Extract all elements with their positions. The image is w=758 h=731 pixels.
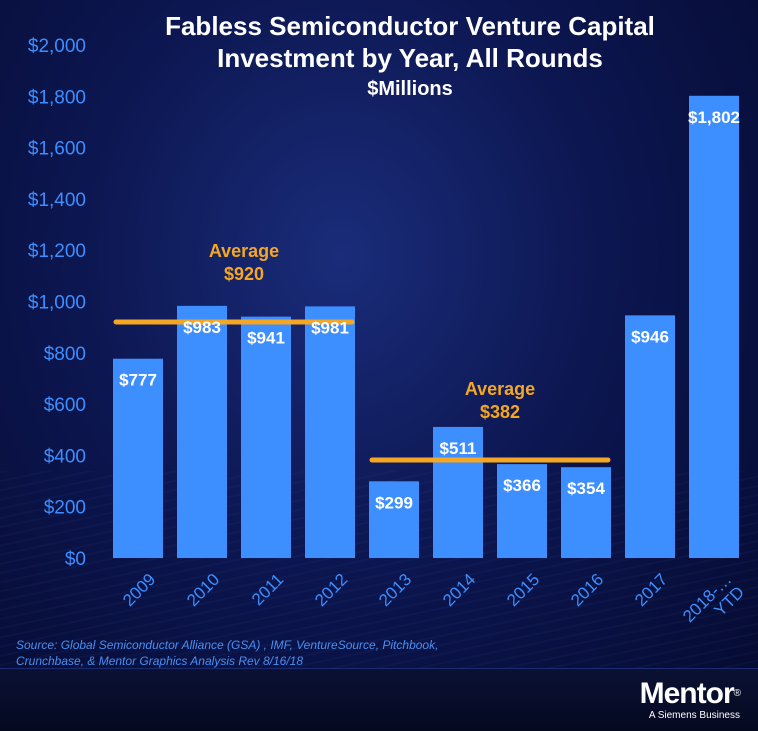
x-tick-label-part: 2010 (183, 570, 223, 610)
bar (177, 305, 227, 558)
bar (241, 316, 291, 558)
x-tick-label: 2010 (183, 570, 223, 610)
chart-subtitle: $Millions (367, 78, 453, 100)
y-tick-label: $1,000 (28, 293, 86, 314)
y-tick-label: $1,400 (28, 190, 86, 211)
bar (369, 481, 419, 558)
average-value-label: $920 (224, 264, 264, 284)
y-tick-label: $200 (44, 498, 86, 519)
bar-data-label: $981 (311, 318, 349, 337)
average-label: Average (209, 241, 279, 261)
bar (497, 464, 547, 558)
x-tick-label: 2012 (311, 570, 351, 610)
footer-band (0, 668, 758, 731)
y-tick-label: $1,600 (28, 139, 86, 160)
x-tick-label-part: 2012 (311, 570, 351, 610)
x-tick-label-part: 2009 (119, 570, 159, 610)
bar (113, 358, 163, 558)
x-tick-label-part: 2017 (631, 570, 671, 610)
y-tick-label: $800 (44, 344, 86, 365)
y-tick-label: $1,800 (28, 87, 86, 108)
x-tick-label: 2018-…YTD (679, 570, 748, 639)
average-value-label: $382 (480, 402, 520, 422)
y-tick-label: $2,000 (28, 36, 86, 57)
chart-title-line-1: Fabless Semiconductor Venture Capital (165, 11, 655, 41)
y-tick-label: $400 (44, 446, 86, 467)
bar-data-label: $777 (119, 371, 157, 390)
x-tick-label: 2011 (248, 570, 287, 609)
bar (625, 315, 675, 558)
x-tick-label-part: 2013 (375, 570, 415, 610)
bar (561, 467, 611, 558)
x-tick-label-part: 2011 (248, 570, 287, 609)
x-tick-label: 2015 (503, 570, 543, 610)
y-tick-label: $1,200 (28, 241, 86, 262)
bar-data-label: $366 (503, 476, 541, 495)
bar-data-label: $983 (183, 318, 221, 337)
bar-data-label: $299 (375, 493, 413, 512)
bar-data-label: $354 (567, 479, 605, 498)
source-note: Source: Global Semiconductor Alliance (G… (16, 638, 439, 668)
bar (433, 426, 483, 558)
x-tick-label: 2013 (375, 570, 415, 610)
average-label: Average (465, 379, 535, 399)
bar-data-label: $511 (440, 439, 477, 458)
x-tick-label: 2014 (439, 570, 479, 610)
x-tick-label: 2016 (567, 570, 607, 610)
logo-tagline: A Siemens Business (648, 710, 740, 721)
bar-data-label: $1,802 (688, 108, 740, 127)
logo-brand: Mentor® (639, 677, 741, 710)
bar (689, 95, 739, 559)
mentor-logo: Mentor® A Siemens Business (639, 677, 741, 723)
y-tick-label: $0 (65, 549, 86, 570)
bar (305, 306, 355, 558)
y-tick-label: $600 (44, 395, 86, 416)
chart-title-line-2: Investment by Year, All Rounds (217, 43, 603, 73)
x-tick-label-part: 2014 (439, 570, 479, 610)
x-tick-label-part: 2015 (503, 570, 543, 610)
chart-title: Fabless Semiconductor Venture Capital In… (110, 10, 710, 102)
x-tick-label-part: 2016 (567, 570, 607, 610)
bar-data-label: $946 (631, 327, 669, 346)
x-tick-label: 2009 (119, 570, 159, 610)
x-tick-label: 2017 (631, 570, 671, 610)
bar-data-label: $941 (247, 329, 285, 348)
